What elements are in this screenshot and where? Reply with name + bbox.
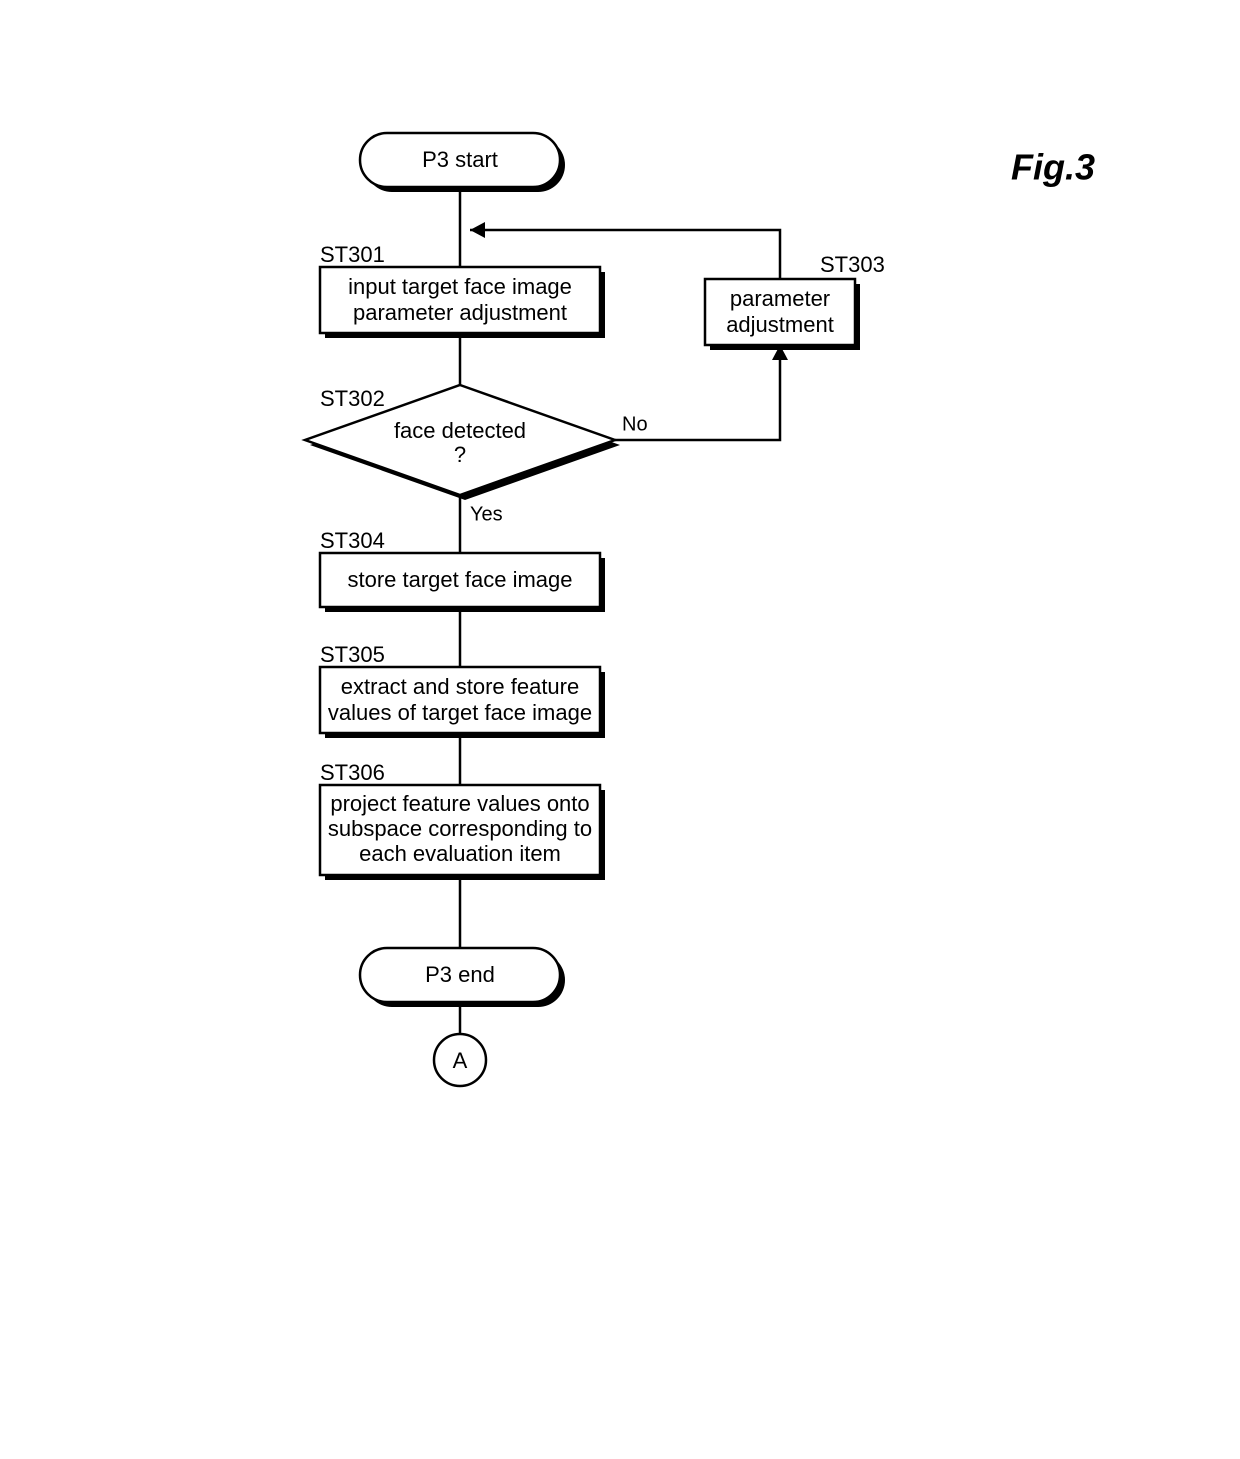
tag-st306: ST306 [320, 760, 385, 785]
tag-st304: ST304 [320, 528, 385, 553]
st301-line1: input target face image [348, 274, 572, 299]
node-st305: ST305 extract and store feature values o… [320, 642, 605, 738]
st306-line1: project feature values onto [330, 791, 589, 816]
st305-line1: extract and store feature [341, 674, 579, 699]
tag-st302: ST302 [320, 386, 385, 411]
st303-line1: parameter [730, 286, 830, 311]
node-start-label: P3 start [422, 147, 498, 172]
node-connector-label: A [453, 1048, 468, 1073]
tag-st305: ST305 [320, 642, 385, 667]
node-end-label: P3 end [425, 962, 495, 987]
st301-line2: parameter adjustment [353, 300, 567, 325]
st302-q: ? [454, 442, 466, 467]
node-end: P3 end [360, 948, 565, 1007]
node-st303: ST303 parameter adjustment [705, 252, 885, 350]
node-st306: ST306 project feature values onto subspa… [320, 760, 605, 880]
node-st301: ST301 input target face image parameter … [320, 242, 605, 338]
st303-line2: adjustment [726, 312, 834, 337]
branch-no-label: No [622, 413, 648, 435]
st306-line2: subspace corresponding to [328, 816, 592, 841]
node-st302: ST302 face detected ? [305, 385, 620, 500]
tag-st301: ST301 [320, 242, 385, 267]
figure-title: Fig.3 [1011, 147, 1095, 188]
st302-text: face detected [394, 418, 526, 443]
st305-line2: values of target face image [328, 700, 592, 725]
st306-line3: each evaluation item [359, 841, 561, 866]
branch-yes-label: Yes [470, 503, 503, 525]
node-connector-a: A [434, 1034, 486, 1086]
flowchart-canvas: Fig.3 P3 start ST301 input target face i… [0, 0, 1240, 1459]
edge-st302-yes: Yes [460, 495, 503, 553]
tag-st303: ST303 [820, 252, 885, 277]
st304-text: store target face image [347, 567, 572, 592]
arrowhead-feedback [470, 222, 485, 238]
node-start: P3 start [360, 133, 565, 192]
node-st304: ST304 store target face image [320, 528, 605, 612]
edge-st302-no: No [615, 345, 788, 440]
